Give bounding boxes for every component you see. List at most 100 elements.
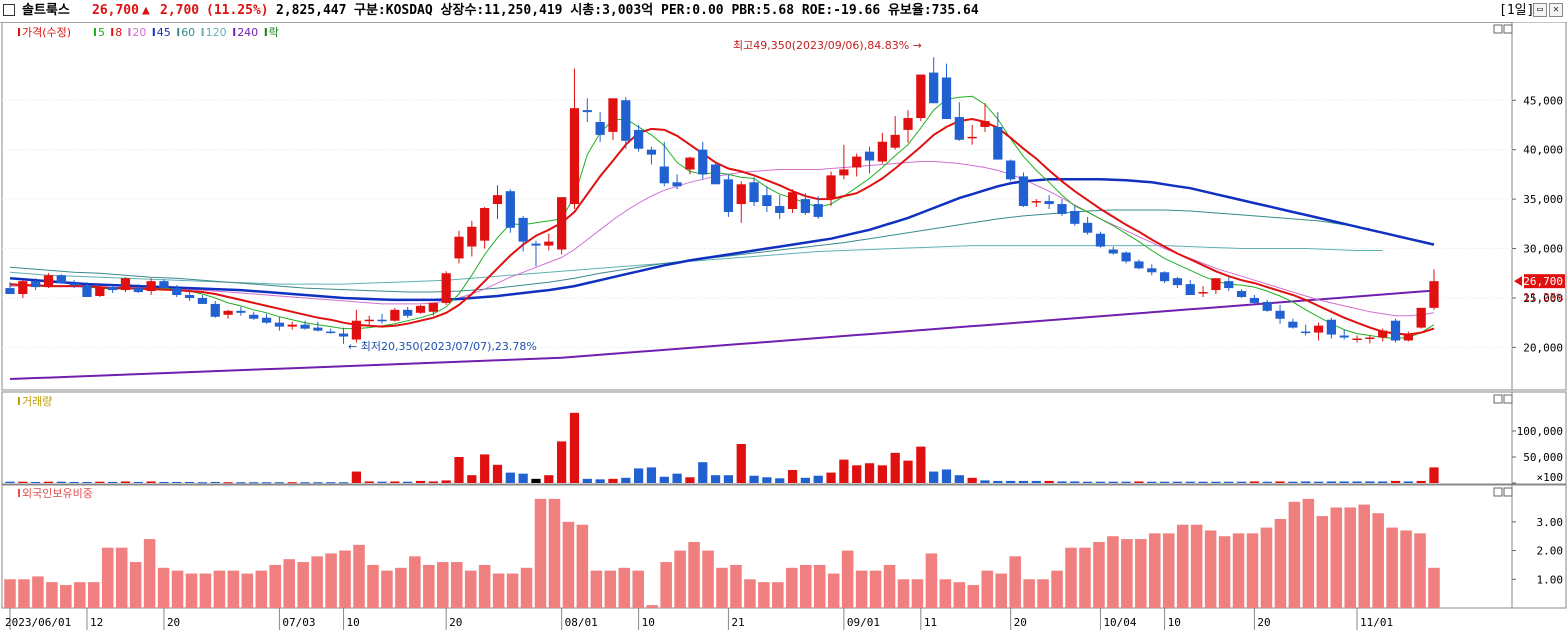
volume-bar xyxy=(390,481,400,483)
volume-bar xyxy=(916,446,926,483)
candle xyxy=(1159,272,1170,282)
foreign-bar xyxy=(1274,518,1287,608)
foreign-bar xyxy=(1051,570,1063,608)
foreign-bar xyxy=(297,562,309,608)
foreign-bar xyxy=(1316,516,1329,608)
volume-bar xyxy=(403,481,413,483)
foreign-bar xyxy=(716,567,728,608)
candle xyxy=(403,309,413,316)
price-legend: 가격(수정) 5 8 20 45 60 120 240 락 xyxy=(18,26,279,39)
volume-bar xyxy=(813,475,823,483)
candle xyxy=(1390,320,1401,341)
candle xyxy=(710,164,721,185)
foreign-bar xyxy=(855,570,868,608)
foreign-bar xyxy=(269,564,282,608)
select-checkbox[interactable] xyxy=(3,4,15,16)
volume-bar xyxy=(1352,481,1362,483)
x-tick-label: 20 xyxy=(167,616,180,629)
volume-bar xyxy=(1288,481,1298,483)
foreign-bar xyxy=(744,579,756,608)
candle xyxy=(1301,331,1311,334)
period-selector[interactable]: [1일] xyxy=(1499,3,1535,18)
foreign-bar xyxy=(283,559,295,608)
candle xyxy=(1262,301,1272,311)
candle xyxy=(1429,281,1439,308)
x-tick-label: 12 xyxy=(90,616,103,629)
candle xyxy=(31,281,41,288)
foreign-bar xyxy=(450,562,463,608)
volume-bar xyxy=(274,482,285,484)
candle xyxy=(839,169,849,176)
panel-maximize-icon xyxy=(1503,24,1513,34)
foreign-bar xyxy=(688,541,700,608)
foreign-bar xyxy=(143,539,156,608)
foreign-bar xyxy=(171,570,184,608)
x-tick-label: 11/01 xyxy=(1360,616,1393,629)
volume-bar xyxy=(467,475,477,483)
restore-icon[interactable]: ▭ xyxy=(1533,3,1547,17)
foreign-bar xyxy=(1009,556,1021,608)
volume-bar xyxy=(967,477,977,483)
volume-bar xyxy=(826,472,836,483)
volume-bar xyxy=(159,481,169,483)
volume-bar xyxy=(133,481,143,483)
volume-bar xyxy=(1018,480,1029,483)
volume-bar xyxy=(1403,481,1413,483)
trade-volume: 2,825,447 xyxy=(276,3,347,18)
volume-bar xyxy=(710,475,721,483)
foreign-bar xyxy=(1386,527,1398,608)
foreign-bar xyxy=(1093,541,1105,608)
candle xyxy=(69,283,79,286)
x-tick-label: 07/03 xyxy=(282,616,315,629)
candle xyxy=(672,182,682,187)
legend-marker xyxy=(201,28,204,36)
candle xyxy=(197,297,208,304)
candle xyxy=(852,156,862,168)
foreign-bar xyxy=(1260,527,1273,608)
foreign-bar xyxy=(520,567,533,608)
foreign-bar xyxy=(674,550,686,608)
foreign-bar xyxy=(562,521,575,608)
volume-bar xyxy=(864,463,875,483)
y-tick-label: 30,000 xyxy=(1523,243,1563,256)
foreign-bar xyxy=(981,570,994,608)
foreign-bar xyxy=(813,564,826,608)
moving-average-ma45 xyxy=(9,178,1435,302)
candle xyxy=(390,309,400,321)
y-tick-label: 40,000 xyxy=(1523,144,1563,157)
candle xyxy=(929,72,939,104)
axis-frame-frgn xyxy=(1511,484,1567,609)
candle xyxy=(5,288,15,295)
foreign-bar xyxy=(925,553,938,608)
volume-bar xyxy=(415,480,426,483)
volume-bar xyxy=(43,481,54,483)
candle xyxy=(184,295,195,298)
volume-bar xyxy=(569,412,580,483)
candle xyxy=(467,226,477,247)
volume-bar xyxy=(1429,467,1439,483)
volume-bar xyxy=(351,471,361,483)
current-price: 26,700 xyxy=(92,3,139,18)
close-icon[interactable]: ✕ xyxy=(1549,3,1563,17)
candle xyxy=(326,331,336,334)
candle xyxy=(1275,310,1285,319)
foreign-bar xyxy=(632,570,645,608)
foreign-bar xyxy=(492,573,505,608)
title-bar: 솔트룩스 26,700 ▲ 2,700 (11.25%) 2,825,447 구… xyxy=(0,0,1567,23)
foreign-bar xyxy=(911,579,924,608)
foreign-bar xyxy=(827,573,840,608)
volume-bar xyxy=(377,481,387,483)
stock-chart[interactable]: 45,000 40,000 35,000 30,000 25,000 20,000 가격(수… xyxy=(0,22,1567,630)
volume-bar xyxy=(890,452,900,483)
volume-bar xyxy=(1416,480,1426,483)
volume-bar xyxy=(1147,481,1157,483)
candle xyxy=(518,217,528,242)
legend-item: 8 xyxy=(115,26,122,39)
volume-bar xyxy=(775,478,785,483)
volume-bar xyxy=(146,481,156,483)
foreign-bar xyxy=(967,585,980,608)
stock-info: 구분:KOSDAQ 상장수:11,250,419 시총:3,003억 PER:0… xyxy=(354,3,979,18)
candle xyxy=(428,302,438,312)
foreign-bar xyxy=(478,564,491,608)
legend-item: 120 xyxy=(206,26,227,39)
